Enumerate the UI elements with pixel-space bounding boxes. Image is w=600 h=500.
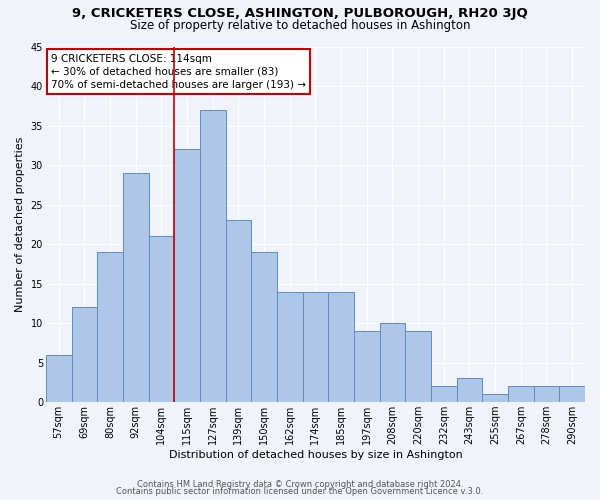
Bar [380,323,405,402]
X-axis label: Distribution of detached houses by size in Ashington: Distribution of detached houses by size … [169,450,462,460]
Y-axis label: Number of detached properties: Number of detached properties [15,136,25,312]
Bar [200,110,226,402]
Text: Contains HM Land Registry data © Crown copyright and database right 2024.: Contains HM Land Registry data © Crown c… [137,480,463,489]
Bar [302,292,328,402]
Bar [405,331,431,402]
Text: Contains public sector information licensed under the Open Government Licence v.: Contains public sector information licen… [116,488,484,496]
Bar [533,386,559,402]
Bar [226,220,251,402]
Bar [123,173,149,402]
Bar [508,386,533,402]
Bar [457,378,482,402]
Bar [149,236,174,402]
Bar [71,308,97,402]
Bar [482,394,508,402]
Text: 9, CRICKETERS CLOSE, ASHINGTON, PULBOROUGH, RH20 3JQ: 9, CRICKETERS CLOSE, ASHINGTON, PULBOROU… [72,8,528,20]
Bar [328,292,354,402]
Bar [354,331,380,402]
Text: Size of property relative to detached houses in Ashington: Size of property relative to detached ho… [130,18,470,32]
Bar [46,354,71,402]
Bar [251,252,277,402]
Bar [174,149,200,402]
Bar [277,292,302,402]
Bar [97,252,123,402]
Bar [559,386,585,402]
Bar [431,386,457,402]
Text: 9 CRICKETERS CLOSE: 114sqm
← 30% of detached houses are smaller (83)
70% of semi: 9 CRICKETERS CLOSE: 114sqm ← 30% of deta… [51,54,306,90]
